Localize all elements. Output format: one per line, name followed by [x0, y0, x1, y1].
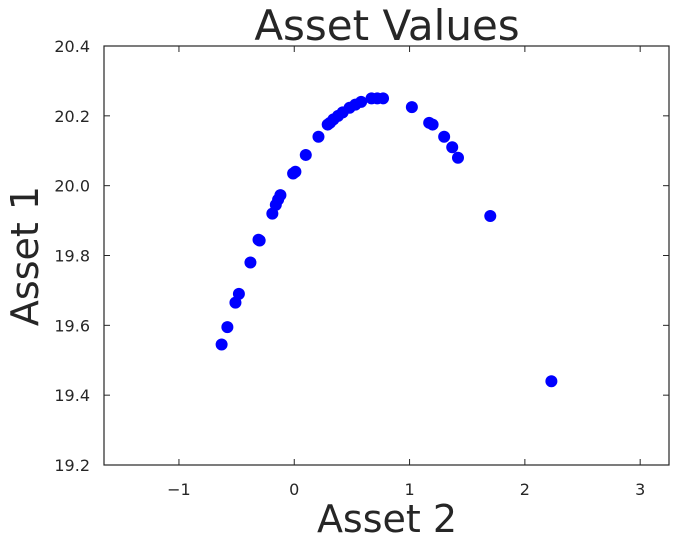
data-point: [545, 375, 558, 388]
data-point: [221, 321, 234, 334]
x-tick-label: 3: [635, 480, 645, 499]
y-tick-label: 20.0: [54, 177, 90, 196]
data-point: [355, 95, 368, 108]
data-point: [253, 234, 266, 247]
points-layer: [215, 92, 558, 388]
data-point: [232, 287, 245, 300]
y-tick-label: 20.4: [54, 37, 90, 56]
data-point: [274, 189, 287, 202]
data-point: [451, 151, 464, 164]
x-tick-label: −1: [167, 480, 191, 499]
data-point: [244, 256, 257, 269]
data-point: [215, 338, 228, 351]
data-point: [312, 130, 325, 143]
y-tick-label: 19.6: [54, 316, 90, 335]
data-point: [377, 92, 390, 105]
data-point: [446, 141, 459, 154]
chart-title: Asset Values: [254, 1, 519, 50]
data-point: [438, 130, 451, 143]
x-tick-label: 2: [520, 480, 530, 499]
x-axis-title: Asset 2: [317, 497, 457, 541]
data-point: [299, 148, 312, 161]
x-tick-label: 0: [289, 480, 299, 499]
y-tick-label: 19.4: [54, 386, 90, 405]
data-point: [405, 101, 418, 114]
y-tick-label: 19.2: [54, 456, 90, 475]
x-tick-label: 1: [404, 480, 414, 499]
data-point: [484, 210, 497, 223]
data-point: [426, 118, 439, 131]
y-tick-label: 20.2: [54, 107, 90, 126]
plot-area: [103, 45, 670, 466]
y-axis-title: Asset 1: [3, 186, 47, 326]
data-point: [289, 165, 302, 178]
y-tick-label: 19.8: [54, 247, 90, 266]
ticks-layer: −1 0 1 2 3 19.2 19.4 19.6 19.8 20.0 20.2 20.4: [54, 37, 669, 499]
